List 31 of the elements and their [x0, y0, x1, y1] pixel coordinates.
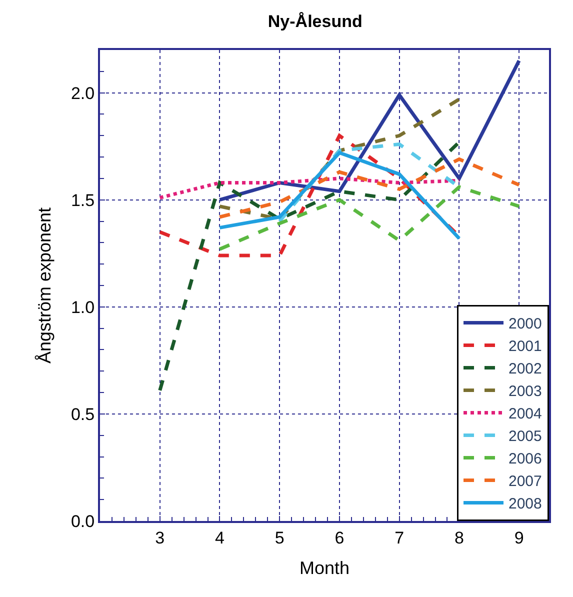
y-tick-label: 1.5 — [70, 190, 95, 210]
legend-label: 2007 — [508, 473, 542, 490]
line-series — [218, 58, 521, 202]
x-tick-label: 3 — [155, 528, 165, 548]
legend-label: 2008 — [508, 496, 542, 513]
x-tick-label: 9 — [514, 528, 524, 548]
legend-label: 2005 — [508, 428, 542, 446]
legend-label: 2002 — [508, 360, 542, 378]
line-series — [158, 140, 461, 392]
legend-label: 2000 — [508, 316, 542, 333]
line-series — [218, 157, 521, 219]
x-tick-label: 7 — [394, 528, 404, 548]
legend-label: 2003 — [508, 383, 542, 400]
x-tick-label: 4 — [214, 528, 224, 548]
legend-label: 2001 — [508, 338, 542, 356]
x-axis-title: Month — [299, 558, 350, 578]
legend-label: 2004 — [508, 406, 542, 423]
line-series — [218, 97, 461, 221]
y-tick-label: 0.5 — [70, 404, 95, 424]
x-tick-label: 8 — [454, 528, 464, 548]
y-tick-label: 0.0 — [70, 512, 95, 531]
x-tick-label: 5 — [274, 528, 284, 548]
y-axis-title: Ångström exponent — [34, 207, 55, 364]
legend-label: 2006 — [508, 450, 542, 468]
line-series — [218, 185, 521, 251]
x-tick-label: 6 — [334, 528, 344, 548]
y-tick-label: 2.0 — [70, 84, 95, 103]
line-series — [158, 176, 461, 200]
chart-title: Ny-Ålesund — [268, 12, 362, 31]
y-tick-label: 1.0 — [70, 298, 95, 317]
line-series — [218, 151, 461, 240]
